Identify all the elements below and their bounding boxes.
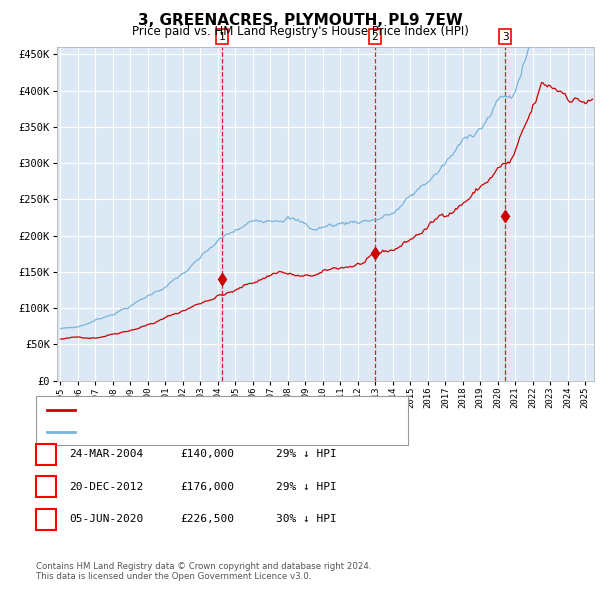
Text: £176,000: £176,000: [180, 482, 234, 491]
Text: 3: 3: [502, 32, 509, 42]
Text: 1: 1: [218, 32, 225, 42]
Text: 30% ↓ HPI: 30% ↓ HPI: [276, 514, 337, 524]
Text: Price paid vs. HM Land Registry's House Price Index (HPI): Price paid vs. HM Land Registry's House …: [131, 25, 469, 38]
Text: 2: 2: [371, 32, 378, 42]
Text: 3, GREENACRES, PLYMOUTH, PL9 7EW (detached house): 3, GREENACRES, PLYMOUTH, PL9 7EW (detach…: [79, 405, 373, 415]
Text: 2: 2: [43, 480, 49, 493]
Text: 24-MAR-2004: 24-MAR-2004: [69, 450, 143, 459]
Text: 3: 3: [43, 513, 49, 526]
Text: Contains HM Land Registry data © Crown copyright and database right 2024.
This d: Contains HM Land Registry data © Crown c…: [36, 562, 371, 581]
Text: 20-DEC-2012: 20-DEC-2012: [69, 482, 143, 491]
Text: 29% ↓ HPI: 29% ↓ HPI: [276, 482, 337, 491]
Text: 29% ↓ HPI: 29% ↓ HPI: [276, 450, 337, 459]
Text: £226,500: £226,500: [180, 514, 234, 524]
Text: 05-JUN-2020: 05-JUN-2020: [69, 514, 143, 524]
Text: 3, GREENACRES, PLYMOUTH, PL9 7EW: 3, GREENACRES, PLYMOUTH, PL9 7EW: [137, 13, 463, 28]
Text: 1: 1: [43, 448, 49, 461]
Text: £140,000: £140,000: [180, 450, 234, 459]
Text: HPI: Average price, detached house, City of Plymouth: HPI: Average price, detached house, City…: [79, 427, 391, 437]
